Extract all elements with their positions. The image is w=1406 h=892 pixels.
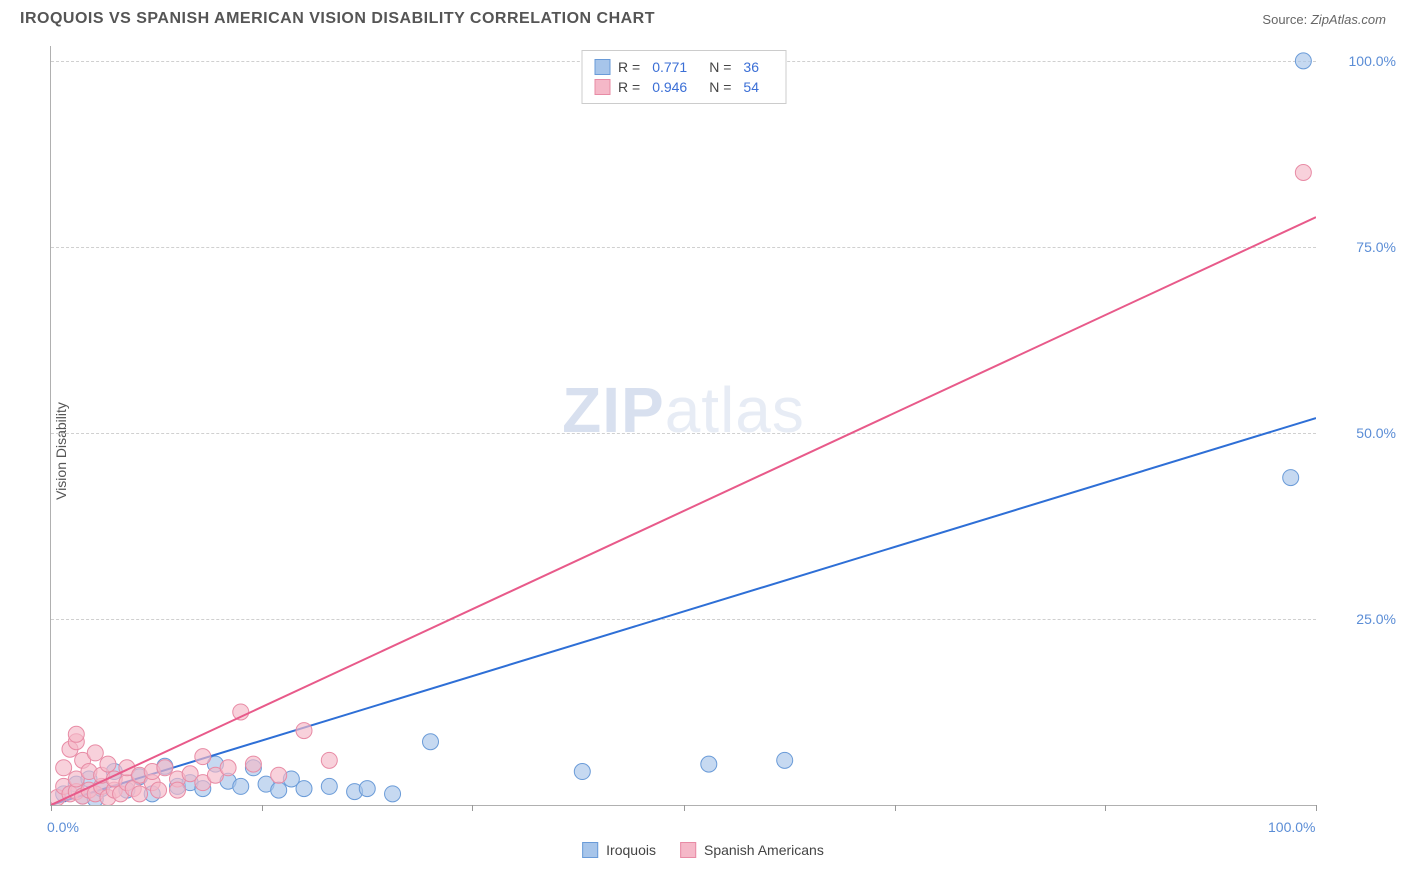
- data-point: [220, 760, 236, 776]
- stat-n-value: 36: [743, 59, 759, 75]
- data-point: [271, 767, 287, 783]
- data-point: [701, 756, 717, 772]
- y-tick-label: 50.0%: [1356, 425, 1396, 441]
- legend-label: Spanish Americans: [704, 842, 824, 858]
- y-tick-label: 75.0%: [1356, 239, 1396, 255]
- data-point: [245, 756, 261, 772]
- legend-item: Spanish Americans: [680, 842, 824, 858]
- data-point: [777, 752, 793, 768]
- stat-r-label: R =: [618, 59, 640, 75]
- x-tick-mark: [684, 805, 685, 811]
- data-point: [321, 752, 337, 768]
- swatch-icon: [594, 59, 610, 75]
- data-point: [170, 782, 186, 798]
- stat-r-value: 0.946: [652, 79, 687, 95]
- series-legend: Iroquois Spanish Americans: [582, 842, 824, 858]
- y-tick-label: 100.0%: [1349, 53, 1396, 69]
- stats-legend-row: R = 0.946 N = 54: [594, 77, 773, 97]
- stats-legend: R = 0.771 N = 36 R = 0.946 N = 54: [581, 50, 786, 104]
- data-point: [195, 749, 211, 765]
- data-point: [100, 756, 116, 772]
- data-point: [233, 778, 249, 794]
- source-value: ZipAtlas.com: [1311, 12, 1386, 27]
- swatch-icon: [582, 842, 598, 858]
- swatch-icon: [594, 79, 610, 95]
- x-tick-mark: [1316, 805, 1317, 811]
- x-tick-mark: [1105, 805, 1106, 811]
- legend-label: Iroquois: [606, 842, 656, 858]
- x-tick-mark: [895, 805, 896, 811]
- data-point: [132, 786, 148, 802]
- data-point: [1295, 53, 1311, 69]
- data-point: [56, 760, 72, 776]
- data-point: [157, 760, 173, 776]
- legend-item: Iroquois: [582, 842, 656, 858]
- data-point: [574, 764, 590, 780]
- x-tick-mark: [262, 805, 263, 811]
- stat-r-label: R =: [618, 79, 640, 95]
- data-point: [385, 786, 401, 802]
- plot-area: ZIPatlas R = 0.771 N = 36 R = 0.946 N = …: [50, 46, 1316, 806]
- source-attribution: Source: ZipAtlas.com: [1262, 12, 1386, 27]
- y-tick-label: 25.0%: [1356, 611, 1396, 627]
- chart-title: IROQUOIS VS SPANISH AMERICAN VISION DISA…: [20, 10, 655, 28]
- data-point: [68, 726, 84, 742]
- x-tick-mark: [472, 805, 473, 811]
- data-point: [296, 781, 312, 797]
- x-tick-label: 0.0%: [47, 819, 79, 835]
- data-point: [271, 782, 287, 798]
- chart-container: Vision Disability ZIPatlas R = 0.771 N =…: [0, 36, 1406, 866]
- data-point: [1295, 165, 1311, 181]
- source-label: Source:: [1262, 12, 1307, 27]
- stat-n-label: N =: [709, 59, 731, 75]
- stats-legend-row: R = 0.771 N = 36: [594, 57, 773, 77]
- data-point: [87, 745, 103, 761]
- data-point: [151, 782, 167, 798]
- stat-r-value: 0.771: [652, 59, 687, 75]
- data-point: [296, 723, 312, 739]
- x-tick-mark: [51, 805, 52, 811]
- swatch-icon: [680, 842, 696, 858]
- data-point: [359, 781, 375, 797]
- trend-line: [51, 217, 1316, 805]
- header: IROQUOIS VS SPANISH AMERICAN VISION DISA…: [0, 0, 1406, 36]
- plot-svg: [51, 46, 1316, 805]
- data-point: [1283, 470, 1299, 486]
- stat-n-label: N =: [709, 79, 731, 95]
- stat-n-value: 54: [743, 79, 759, 95]
- trend-line: [51, 418, 1316, 805]
- data-point: [321, 778, 337, 794]
- x-tick-label: 100.0%: [1268, 819, 1315, 835]
- data-point: [423, 734, 439, 750]
